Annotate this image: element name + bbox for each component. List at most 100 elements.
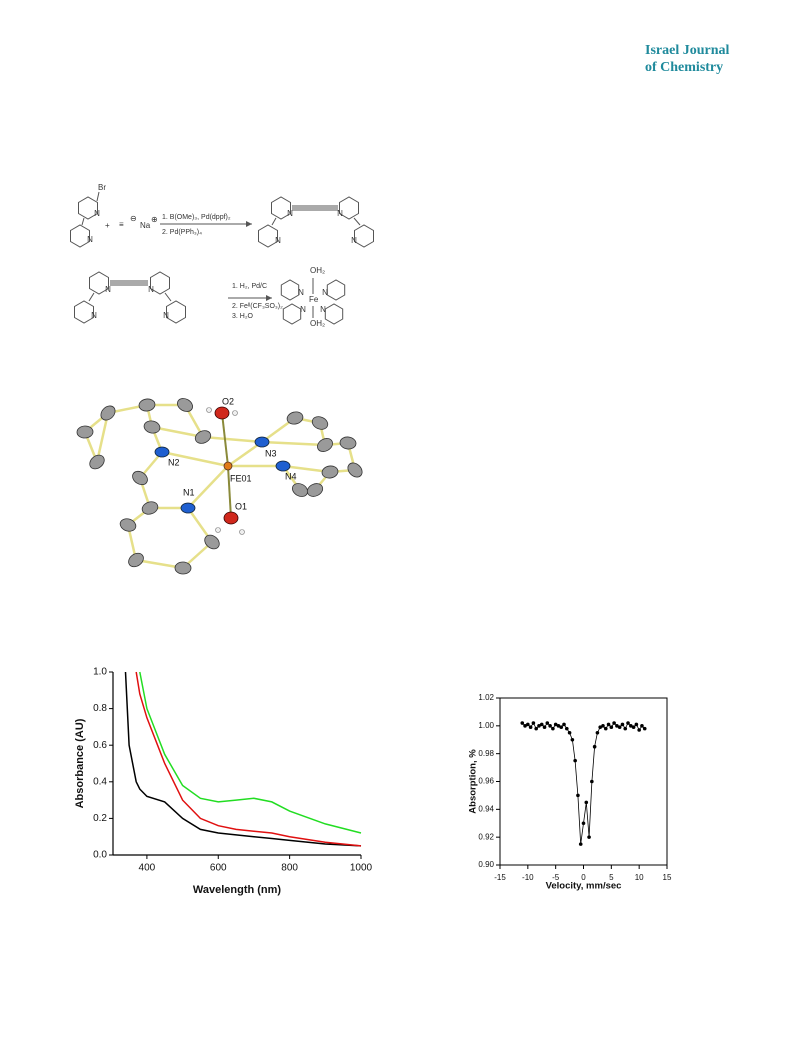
atom-label: N — [91, 311, 97, 320]
nitrogen-atom — [254, 436, 270, 448]
data-point — [612, 721, 616, 725]
x-tick-label: 0 — [581, 873, 586, 882]
carbon-atom — [89, 454, 105, 470]
data-point — [637, 728, 641, 732]
hydrogen-atom — [232, 410, 238, 416]
data-point — [634, 722, 639, 727]
bond — [88, 292, 95, 302]
data-point — [601, 724, 605, 728]
atom-label: N — [298, 288, 304, 297]
oxygen-atom — [214, 406, 230, 420]
bond — [221, 412, 229, 467]
x-tick-label: -5 — [552, 873, 560, 882]
data-point — [606, 722, 611, 727]
data-point — [640, 724, 644, 728]
atom-label: N — [322, 288, 328, 297]
bond — [227, 440, 263, 468]
y-axis-label: Absorbance (AU) — [74, 718, 86, 808]
arrow-head — [266, 295, 272, 301]
data-point — [553, 722, 558, 727]
data-point — [528, 725, 533, 730]
y-tick-label: 0.96 — [478, 777, 494, 786]
data-point — [545, 721, 550, 725]
y-axis-label: Absorption, % — [468, 749, 479, 814]
data-point — [620, 722, 625, 727]
data-point — [576, 793, 580, 798]
carbon-atom — [119, 518, 137, 532]
bond — [353, 217, 361, 226]
pyridine-ring — [258, 224, 278, 248]
carbon-atom — [306, 483, 324, 497]
atom-label: N — [300, 305, 306, 314]
atom-label: N — [287, 209, 293, 218]
bond — [151, 425, 204, 439]
data-point — [598, 725, 602, 730]
atom-label: N3 — [265, 448, 277, 458]
pyridine-ring — [339, 196, 359, 220]
data-point — [567, 730, 572, 735]
chart: 0.90 0.92 0.94 0.96 0.98 1.00 1.02 -15 -10 -5 0 5 10… — [468, 693, 672, 891]
reagent: 1. H₂, Pd/C — [232, 283, 267, 290]
atom-label: N — [148, 285, 154, 294]
carbon-atom — [194, 430, 212, 444]
carbon-atom — [76, 425, 94, 439]
pyridine-ring — [271, 196, 291, 220]
reagent: 2. Pd(PPh₃)₄ — [162, 229, 202, 236]
data-line — [135, 671, 362, 847]
charge: ⊕ — [151, 215, 158, 224]
data-point — [570, 737, 575, 742]
atom-label: Br — [98, 183, 106, 192]
x-tick-label: 15 — [663, 873, 672, 882]
atom-label: N1 — [183, 487, 195, 497]
pyridine-ring — [70, 224, 90, 248]
y-tick-label: 1.0 — [93, 667, 107, 678]
atom-label: N — [275, 236, 281, 245]
atom-label: N4 — [285, 471, 297, 481]
y-tick-label: 0.6 — [93, 740, 107, 751]
data-point — [609, 725, 614, 730]
carbon-atom — [204, 534, 220, 550]
data-point — [537, 724, 541, 728]
carbon-atom — [291, 483, 309, 497]
alkyne: ≡ — [119, 220, 124, 229]
carbon-atom — [317, 438, 333, 452]
data-point — [584, 800, 589, 805]
data-point — [551, 726, 555, 731]
data-point — [595, 730, 600, 735]
carbon-atom — [141, 501, 159, 515]
pyridine-ring — [326, 279, 346, 301]
x-tick-label: 600 — [210, 863, 227, 874]
pyridine-ring — [78, 196, 98, 220]
data-line — [124, 671, 362, 847]
y-tick-label: 0.92 — [478, 832, 494, 841]
oxygen-atom — [223, 511, 239, 525]
atom-label: N2 — [168, 457, 180, 467]
atom-label: N — [94, 209, 100, 218]
reagent: 2. Feᴵᴵ(CF₃SO₃)₂ — [232, 303, 283, 310]
x-tick-label: 400 — [139, 863, 156, 874]
x-axis-label: Wavelength (nm) — [193, 884, 282, 896]
crystal-structure: O2 N2 N3 FE01 N4 N1 O1 — [76, 396, 363, 575]
data-point — [523, 724, 527, 728]
arrow-head — [246, 221, 252, 227]
pyridine-ring — [354, 224, 374, 248]
atom-label: FE01 — [230, 473, 252, 483]
bond — [164, 292, 172, 302]
atom-label: Fe — [309, 295, 319, 304]
data-point — [531, 721, 536, 725]
carbon-atom — [347, 462, 363, 478]
bond — [261, 440, 326, 447]
pyridine-ring — [150, 271, 170, 295]
ligand-label: OH₂ — [310, 319, 325, 328]
x-tick-label: 1000 — [350, 863, 373, 874]
bond — [96, 191, 100, 202]
data-point — [548, 724, 552, 728]
data-point — [578, 842, 583, 846]
y-tick-label: 0.8 — [93, 703, 107, 714]
data-point — [556, 724, 561, 728]
journal-name: of Chemistry — [645, 60, 723, 75]
x-axis-label: Velocity, mm/sec — [546, 881, 622, 892]
y-tick-label: 1.02 — [478, 693, 494, 702]
y-tick-label: 0.94 — [478, 804, 494, 813]
